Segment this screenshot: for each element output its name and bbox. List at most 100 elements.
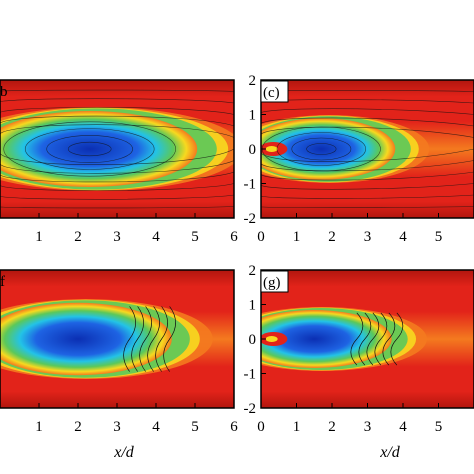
panel-f-contour-line xyxy=(155,306,168,372)
panel-g-ytick-label: 0 xyxy=(249,332,257,348)
panel-c-streamline xyxy=(261,148,474,163)
panel-g-ytick-label: 2 xyxy=(249,263,257,279)
panel-c-xtick-label: 4 xyxy=(399,229,407,245)
panel-b: b 1 2 3 4 5 6 xyxy=(0,79,238,245)
panel-b-xtick-label: 6 xyxy=(230,229,238,245)
panel-g-xtick-label: 3 xyxy=(364,419,372,435)
panel-b-vortex-line xyxy=(46,135,133,163)
panel-g-tag-box xyxy=(260,270,289,293)
panel-c-vortex-line xyxy=(306,143,337,155)
panel-f-contour-line xyxy=(123,306,136,372)
panel-c-streamline xyxy=(261,171,474,181)
panel-f-xtick-label: 6 xyxy=(230,419,238,435)
panel-g-contours xyxy=(350,312,404,366)
panel-b-streamline xyxy=(0,160,234,174)
panel-g-xtick-label: 4 xyxy=(399,419,407,435)
panel-f-core xyxy=(0,302,172,376)
panel-b-vortex-line xyxy=(3,121,176,177)
panel-b-streamline xyxy=(0,206,234,209)
panel-g-xtick-label: 1 xyxy=(293,419,301,435)
panel-b-streamline xyxy=(0,98,234,104)
panel-g-ytick-label: -2 xyxy=(244,401,257,417)
panel-b-xtick-label: 3 xyxy=(113,229,121,245)
panel-c-vortex-line xyxy=(276,132,366,166)
panel-g-tag: (g) xyxy=(263,275,281,291)
panel-g-contour-line xyxy=(350,312,364,366)
panel-b-streamline xyxy=(0,115,234,127)
panel-c-xtick-label: 1 xyxy=(293,229,301,245)
panel-f-contour-line xyxy=(131,306,144,372)
panel-b-streamline xyxy=(0,107,234,115)
panel-g-ytick-label: 1 xyxy=(249,298,257,314)
panel-c-yticks: 2 1 0 -1 -2 xyxy=(244,73,266,227)
panel-b-streamline xyxy=(0,194,234,200)
panel-f-xlabel: x/d xyxy=(113,444,135,461)
panel-g-contour-line xyxy=(382,312,396,366)
panel-b-xtick-label: 5 xyxy=(191,229,199,245)
panel-b-streamline xyxy=(0,124,234,138)
panel-g-xticks: 0 1 2 3 4 5 xyxy=(257,403,442,435)
panel-c-ytick-label: 1 xyxy=(249,108,257,124)
panel-f-xticks: 1 2 3 4 5 6 xyxy=(35,403,238,435)
panel-c-xtick-label: 0 xyxy=(257,229,265,245)
panel-g-plot xyxy=(261,270,474,408)
panel-c-streamline xyxy=(261,108,474,115)
panel-c-streamline xyxy=(261,117,474,127)
panel-c-vortex-line xyxy=(291,137,352,161)
panel-c-xtick-label: 2 xyxy=(328,229,336,245)
panel-g-contour-line xyxy=(374,312,388,366)
panel-f-contour-line xyxy=(163,306,176,372)
panel-c-xtick-label: 5 xyxy=(435,229,443,245)
panel-g-contour-line xyxy=(366,312,380,366)
panel-c-core xyxy=(261,118,396,180)
panel-g-jet-tip xyxy=(265,336,278,342)
panel-b-streamline xyxy=(0,183,234,191)
panel-g-contour-line xyxy=(390,312,404,366)
panel-b-tag: b xyxy=(0,84,8,100)
panel-b-xtick-label: 2 xyxy=(74,229,82,245)
panel-g-yticks: 2 1 0 -1 -2 xyxy=(244,263,266,417)
panel-g-contour-line xyxy=(358,312,372,366)
panel-g-ytick-label: -1 xyxy=(244,367,257,383)
panel-b-core xyxy=(0,110,198,188)
panel-c: (c) 2 1 0 -1 -2 0 1 2 3 4 5 xyxy=(244,73,474,245)
panel-c-jet-tip xyxy=(265,146,278,152)
panel-c-streamline xyxy=(261,183,474,190)
panel-c-streamline xyxy=(261,194,474,199)
panel-b-streamlines xyxy=(0,89,234,209)
panel-c-ytick-label: 0 xyxy=(249,142,257,158)
panel-c-streamlines xyxy=(261,90,474,208)
panel-g: (g) 2 1 0 -1 -2 0 1 2 3 4 5 x/d xyxy=(244,263,474,461)
panel-g-xtick-label: 0 xyxy=(257,419,265,435)
panel-f-contours xyxy=(123,306,176,372)
panel-f-tag: f xyxy=(0,274,5,290)
panel-f: f 1 2 3 4 5 6 x/d xyxy=(0,269,238,461)
panel-f-contour-line xyxy=(139,306,152,372)
panel-c-ytick-label: -1 xyxy=(244,177,257,193)
panel-c-ytick-label: -2 xyxy=(244,211,257,227)
panel-b-streamline xyxy=(0,171,234,183)
panel-c-xtick-label: 3 xyxy=(364,229,372,245)
panel-b-streamline xyxy=(0,89,234,92)
panel-c-xticks: 0 1 2 3 4 5 xyxy=(257,213,442,245)
panel-b-vortex-line xyxy=(67,141,112,157)
panel-g-xtick-label: 5 xyxy=(435,419,443,435)
panel-f-contour-line xyxy=(147,306,160,372)
panel-b-vortex-line xyxy=(24,128,155,170)
panel-f-xtick-label: 1 xyxy=(35,419,43,435)
panel-c-streamline xyxy=(261,206,474,208)
panel-b-plot xyxy=(0,80,234,218)
panel-f-xtick-label: 2 xyxy=(74,419,82,435)
panel-b-xtick-label: 4 xyxy=(152,229,160,245)
panel-c-tag-box xyxy=(260,80,289,103)
panel-g-xlabel: x/d xyxy=(379,444,401,461)
panel-c-plot xyxy=(261,80,474,218)
panel-c-tag: (c) xyxy=(263,85,280,101)
panel-b-xtick-label: 1 xyxy=(35,229,43,245)
panel-f-xtick-label: 3 xyxy=(113,419,121,435)
panel-f-xtick-label: 4 xyxy=(152,419,160,435)
panel-b-streamline xyxy=(0,148,234,165)
panel-g-xtick-label: 2 xyxy=(328,419,336,435)
panel-f-xtick-label: 5 xyxy=(191,419,199,435)
